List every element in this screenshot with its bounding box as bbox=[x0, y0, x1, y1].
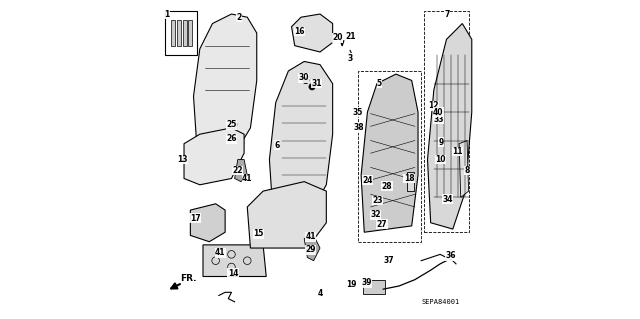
Text: SEPA84001: SEPA84001 bbox=[421, 299, 460, 305]
Polygon shape bbox=[184, 128, 244, 185]
Text: 39: 39 bbox=[362, 278, 372, 287]
Text: 20: 20 bbox=[332, 33, 342, 42]
Text: 40: 40 bbox=[433, 108, 444, 116]
Polygon shape bbox=[193, 14, 257, 144]
Text: 35: 35 bbox=[353, 108, 363, 116]
Text: FR.: FR. bbox=[180, 274, 196, 283]
Text: 4: 4 bbox=[317, 289, 323, 298]
Text: 38: 38 bbox=[353, 123, 364, 132]
FancyBboxPatch shape bbox=[188, 20, 192, 46]
Polygon shape bbox=[459, 141, 468, 197]
Text: 16: 16 bbox=[294, 27, 305, 36]
Text: 2: 2 bbox=[237, 13, 242, 22]
Text: 3: 3 bbox=[348, 54, 353, 63]
FancyBboxPatch shape bbox=[172, 20, 175, 46]
Text: 13: 13 bbox=[177, 155, 188, 164]
Polygon shape bbox=[304, 235, 320, 261]
Polygon shape bbox=[428, 24, 472, 229]
FancyBboxPatch shape bbox=[165, 11, 196, 55]
Text: 10: 10 bbox=[435, 155, 445, 164]
Circle shape bbox=[309, 84, 316, 90]
Polygon shape bbox=[292, 14, 333, 52]
Text: 34: 34 bbox=[442, 195, 453, 204]
Text: 22: 22 bbox=[232, 166, 243, 175]
Text: 21: 21 bbox=[346, 32, 356, 41]
Text: 7: 7 bbox=[444, 10, 450, 19]
Polygon shape bbox=[269, 62, 333, 207]
FancyBboxPatch shape bbox=[363, 280, 385, 294]
Text: 17: 17 bbox=[190, 213, 200, 222]
Text: 31: 31 bbox=[312, 79, 322, 88]
Text: 11: 11 bbox=[452, 147, 463, 156]
Text: 19: 19 bbox=[346, 280, 357, 289]
Polygon shape bbox=[361, 74, 418, 232]
Text: 41: 41 bbox=[242, 174, 253, 183]
Text: 41: 41 bbox=[215, 248, 226, 257]
Text: 9: 9 bbox=[438, 137, 444, 147]
Text: 36: 36 bbox=[445, 251, 456, 260]
Text: 15: 15 bbox=[253, 229, 264, 238]
Text: 18: 18 bbox=[404, 174, 415, 183]
Text: 26: 26 bbox=[226, 134, 237, 144]
FancyBboxPatch shape bbox=[407, 172, 414, 191]
Polygon shape bbox=[203, 245, 266, 277]
Text: 8: 8 bbox=[465, 166, 470, 175]
Text: 1: 1 bbox=[164, 10, 169, 19]
Text: 29: 29 bbox=[305, 245, 316, 254]
Circle shape bbox=[303, 77, 309, 84]
Text: 12: 12 bbox=[428, 101, 438, 110]
Text: 32: 32 bbox=[370, 210, 381, 219]
FancyBboxPatch shape bbox=[183, 20, 186, 46]
Text: 6: 6 bbox=[275, 141, 280, 150]
Text: 28: 28 bbox=[381, 182, 392, 191]
Polygon shape bbox=[235, 160, 247, 182]
Text: 24: 24 bbox=[362, 175, 372, 185]
Text: 33: 33 bbox=[433, 115, 444, 123]
Text: 41: 41 bbox=[305, 233, 316, 241]
Text: 37: 37 bbox=[383, 256, 394, 265]
Text: 27: 27 bbox=[377, 220, 387, 229]
Text: 14: 14 bbox=[228, 269, 238, 278]
Text: 30: 30 bbox=[298, 73, 309, 82]
Text: 23: 23 bbox=[372, 196, 383, 205]
Text: 5: 5 bbox=[377, 79, 382, 88]
Polygon shape bbox=[190, 204, 225, 242]
FancyBboxPatch shape bbox=[177, 20, 181, 46]
Polygon shape bbox=[247, 182, 326, 248]
Text: 25: 25 bbox=[227, 120, 237, 129]
